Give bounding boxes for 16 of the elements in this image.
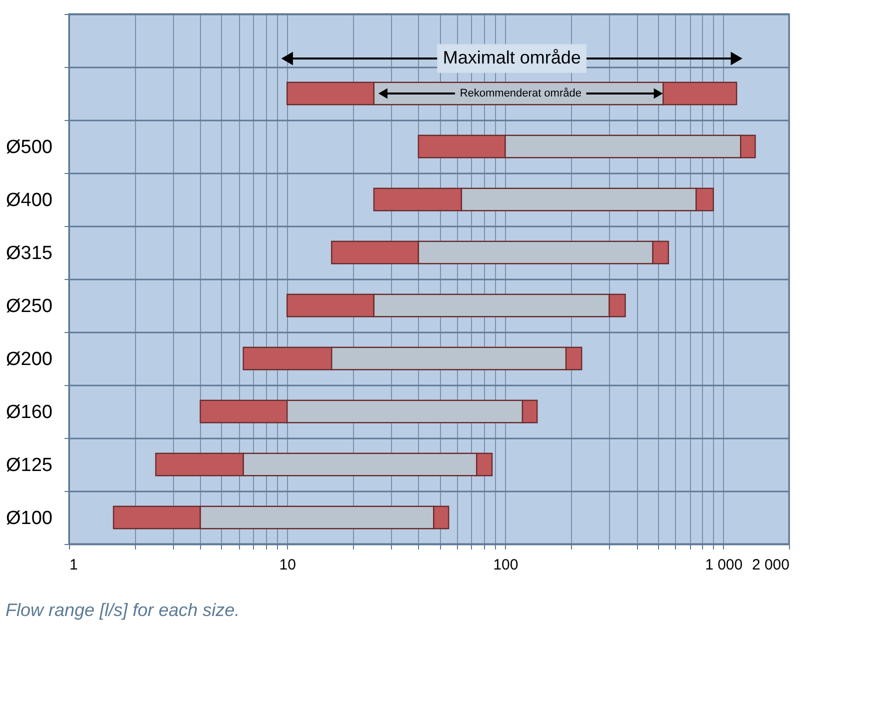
x-tick-label: 10 <box>279 556 296 574</box>
text: Flow range [l/s] for each size. <box>6 600 240 620</box>
y-tick-label: Ø160 <box>6 402 52 423</box>
y-tick-label: Ø400 <box>6 190 52 211</box>
y-tick-label: Ø100 <box>6 508 52 529</box>
x-tick-label: 1 000 <box>705 556 743 574</box>
y-tick-label: Ø125 <box>6 455 52 476</box>
y-tick-label: Ø500 <box>6 137 52 158</box>
y-tick-label: Ø250 <box>6 296 52 317</box>
annotation: Rekommenderat område <box>460 88 582 100</box>
x-tick-label: 1 <box>70 556 78 574</box>
x-tick-label: 100 <box>493 556 518 574</box>
x-tick-label: 2 000 <box>752 556 790 574</box>
y-tick-label: Ø200 <box>6 349 52 370</box>
y-tick-label: Ø315 <box>6 243 52 264</box>
text: Maximalt område <box>442 48 581 68</box>
